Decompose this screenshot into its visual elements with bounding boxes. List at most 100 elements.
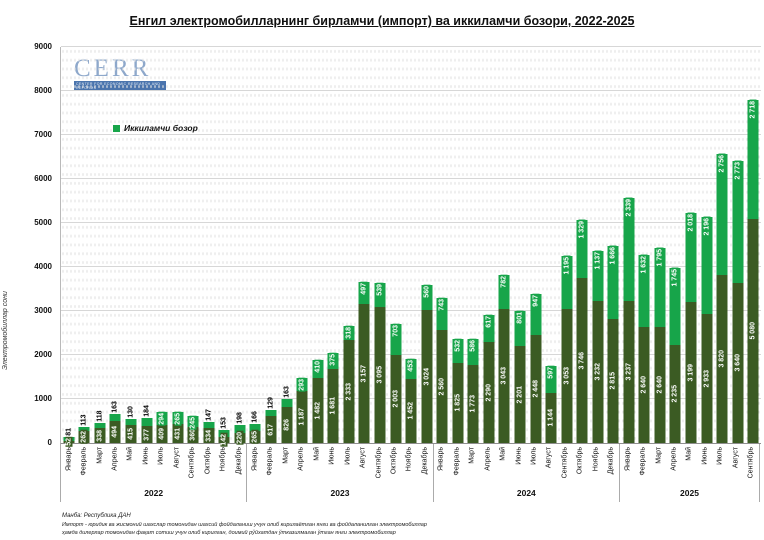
month-label: Ноябрь — [405, 447, 413, 472]
secondary-value-label: 163 — [111, 401, 119, 413]
y-tick-0: 0 — [47, 438, 52, 447]
import-value-label: 1 187 — [298, 407, 306, 427]
secondary-segment — [514, 310, 526, 347]
bar-2024-12: 2 815 1 666 — [606, 47, 622, 443]
secondary-segment — [530, 293, 541, 336]
bar-2022-8: 431 265 — [170, 47, 186, 443]
bar-2024-6: 2 201 801 — [512, 47, 528, 443]
bar-2023-11: 1 452 453 — [403, 47, 419, 443]
bar-2025-1: 3 237 2 339 — [621, 47, 637, 443]
bar-2023-7: 2 333 318 — [341, 47, 357, 443]
bar-2025-3: 2 640 1 795 — [652, 47, 668, 443]
secondary-value-label: 532 — [454, 339, 462, 353]
gridline-7000 — [61, 134, 761, 135]
gridline-8000 — [61, 90, 761, 91]
secondary-segment — [607, 245, 619, 320]
secondary-value-label: 1 666 — [609, 245, 617, 266]
year-label-2025: 2025 — [680, 488, 699, 498]
secondary-value-label: 617 — [485, 315, 493, 329]
legend: Иккиламчи бозор — [113, 123, 198, 133]
secondary-value-label: 1 795 — [656, 247, 664, 268]
month-label: Июль — [344, 447, 352, 465]
import-label-box: 262 — [79, 430, 90, 445]
import-label-box: 826 — [281, 407, 292, 443]
import-label-box: 409 — [157, 425, 168, 443]
import-value-label: 2 640 — [656, 375, 664, 395]
import-value-label: 3 157 — [360, 363, 368, 384]
secondary-value-label: 81 — [65, 428, 73, 436]
import-label-box: 2 333 — [343, 340, 354, 443]
month-label: Декабрь — [235, 447, 243, 475]
secondary-segment — [592, 250, 604, 301]
month-label: Октябрь — [204, 447, 212, 475]
import-label-box: 220 — [234, 431, 245, 446]
bar-2022-5: 415 130 — [123, 47, 139, 443]
import-value-label: 2 933 — [703, 368, 711, 389]
import-label-box: 2 640 — [639, 327, 650, 443]
y-tick-6000: 6000 — [34, 174, 52, 183]
import-value-label: 265 — [251, 430, 259, 445]
secondary-value-label: 1 329 — [578, 219, 586, 240]
secondary-segment — [94, 422, 106, 429]
import-label-box: 2 933 — [701, 314, 712, 443]
secondary-value-label: 198 — [236, 411, 244, 424]
import-label-box: 377 — [141, 426, 152, 443]
import-value-label: 2 201 — [516, 384, 524, 405]
bar-2024-7: 2 448 947 — [528, 47, 544, 443]
secondary-value-label: 129 — [267, 397, 275, 409]
bars-container: 52 81 262 113 338 118 494 163 415 130 377 184 409 294… — [61, 47, 761, 447]
import-label-box: 338 — [94, 428, 105, 443]
month-label: Май — [685, 447, 693, 461]
month-label: Январь — [624, 447, 632, 471]
month-label: Февраль — [80, 447, 88, 476]
bar-2024-1: 2 560 743 — [434, 47, 450, 443]
chart-title: Енгил электромобилларнинг бирламчи (импо… — [129, 14, 635, 28]
secondary-value-label: 318 — [345, 326, 353, 341]
month-label: Июнь — [515, 447, 523, 465]
import-value-label: 1 452 — [407, 401, 415, 421]
bar-2022-1: 52 81 — [61, 47, 77, 447]
month-label: Ноябрь — [592, 447, 600, 472]
secondary-value-label: 586 — [469, 339, 477, 353]
axis-group-2025: Январь Февраль Март Апрель Май Июнь Июль Август… — [620, 444, 760, 502]
secondary-segment — [141, 418, 153, 427]
import-label-box: 3 095 — [374, 307, 385, 443]
import-label-box: 1 825 — [452, 363, 463, 443]
bar-2023-12: 3 024 560 — [419, 47, 435, 443]
import-value-label: 2 448 — [532, 379, 539, 399]
month-label: Ноябрь — [219, 447, 227, 472]
month-label: Сентябрь — [561, 447, 569, 479]
month-label: Январь — [65, 447, 73, 471]
year-label-2024: 2024 — [516, 488, 536, 498]
import-label-box: 431 — [172, 424, 183, 443]
bar-2022-6: 377 184 — [139, 47, 155, 443]
month-label: Август — [732, 447, 740, 469]
import-label-box: 2 235 — [670, 345, 681, 443]
secondary-value-label: 453 — [407, 359, 415, 373]
footnote-note-1: Импорт - юридик ва жисмоний шахслар томо… — [62, 522, 427, 528]
gridline-4000 — [61, 266, 761, 267]
bar-2024-10: 3 746 1 329 — [574, 47, 590, 443]
secondary-segment — [638, 255, 650, 327]
month-label: Март — [468, 447, 476, 464]
import-value-label: 1 482 — [314, 400, 322, 421]
secondary-value-label: 147 — [205, 408, 213, 421]
import-value-label: 826 — [283, 417, 291, 432]
import-label-box: 5 080 — [748, 219, 759, 443]
secondary-segment — [281, 399, 293, 407]
gridline-6000 — [61, 178, 761, 179]
secondary-value-label: 118 — [96, 410, 104, 422]
y-tick-9000: 9000 — [34, 42, 52, 51]
bar-2024-9: 3 053 1 195 — [559, 47, 575, 443]
import-label-box: 334 — [203, 428, 214, 443]
import-label-box: 617 — [266, 416, 277, 443]
y-axis-title: Электромобиллар сони — [2, 291, 9, 370]
year-label-2022: 2022 — [144, 488, 164, 498]
bar-2025-6: 2 933 2 196 — [699, 47, 715, 443]
secondary-value-label: 293 — [298, 377, 306, 392]
bar-2024-4: 2 290 617 — [481, 47, 497, 443]
month-label: Декабрь — [607, 447, 615, 475]
import-value-label: 52 — [65, 436, 73, 447]
secondary-value-label: 294 — [158, 412, 166, 426]
